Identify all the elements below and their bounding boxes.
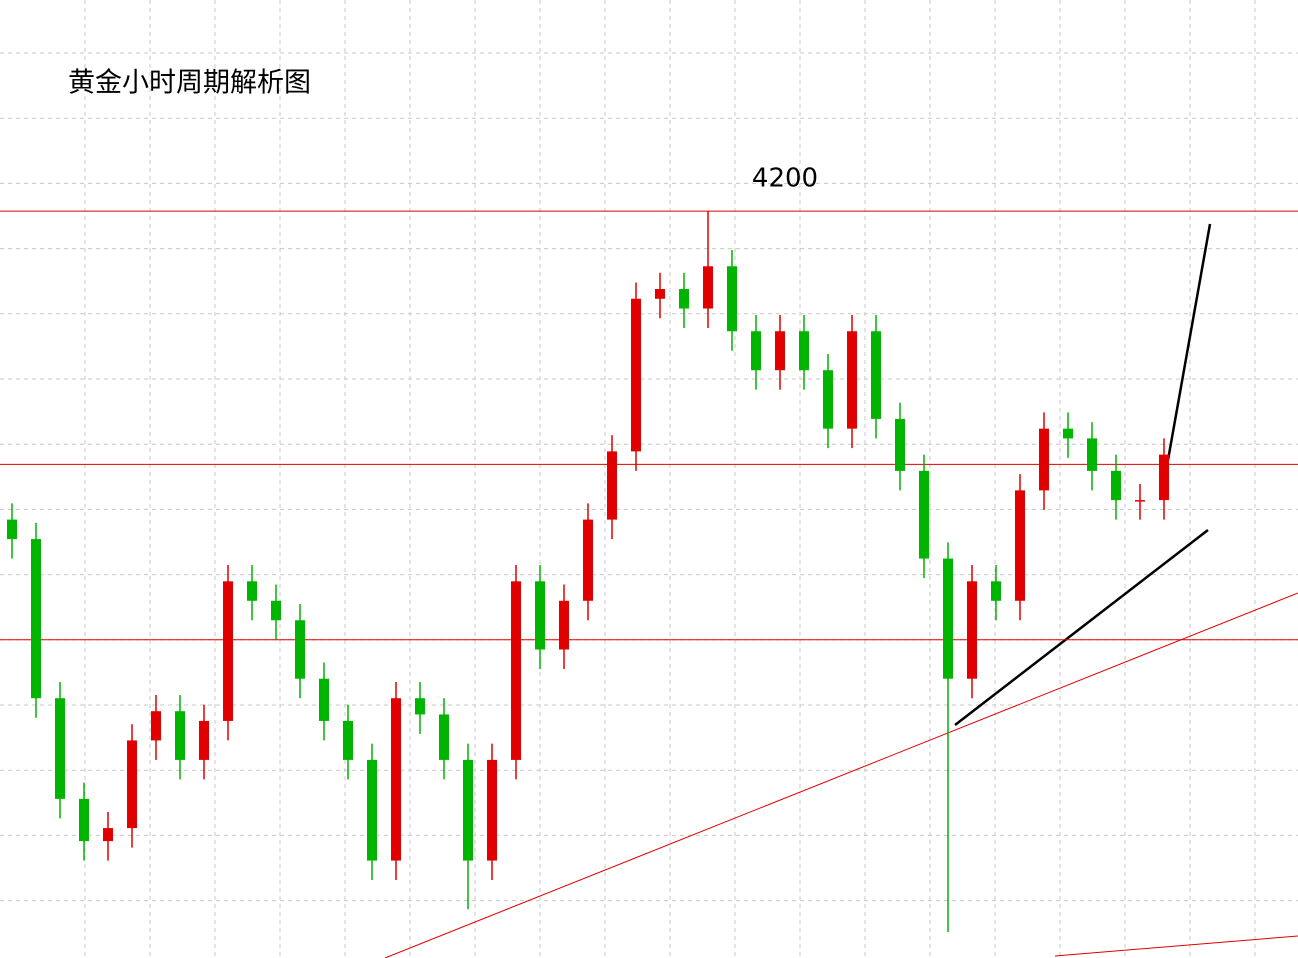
candle-body [391, 698, 401, 861]
candle-body [727, 266, 737, 332]
candle-body [463, 759, 473, 861]
candle-body [583, 519, 593, 601]
candle-body [31, 539, 41, 699]
candle-body [559, 600, 569, 650]
candle-body [871, 331, 881, 419]
candle-body [175, 711, 185, 760]
candle-body [7, 519, 17, 540]
candle-body [223, 581, 233, 721]
candle-body [247, 581, 257, 601]
candle-body [415, 698, 425, 715]
candle-body [79, 798, 89, 842]
candle-body [535, 581, 545, 650]
candle-body [1087, 438, 1097, 471]
candle-body [655, 289, 665, 299]
candle-body [1111, 470, 1121, 501]
candle-body [631, 298, 641, 452]
trend-line [1166, 223, 1212, 461]
candle-body [295, 620, 305, 679]
candle-body [487, 759, 497, 861]
candle-body [367, 759, 377, 861]
candle-body [775, 331, 785, 371]
candle-body [511, 581, 521, 760]
candle-body [199, 720, 209, 760]
candle-body [607, 451, 617, 520]
candle-body [1159, 454, 1169, 501]
candle-body [319, 678, 329, 721]
candle-body [943, 558, 953, 679]
candle-body [439, 714, 449, 760]
candle-body [271, 600, 281, 621]
candle-body [967, 581, 977, 679]
candle-body [1015, 490, 1025, 601]
candle-body [823, 370, 833, 429]
candle-body [895, 418, 905, 471]
candle-body [127, 740, 137, 829]
candle-body [103, 828, 113, 842]
chart-title: 黄金小时周期解析图 [68, 68, 311, 99]
candle-body [703, 266, 713, 309]
candle-body [343, 720, 353, 760]
candle-body [55, 698, 65, 799]
support-line [384, 592, 1298, 958]
candle-body [151, 711, 161, 741]
candle-body [1135, 500, 1145, 502]
candle-body [1039, 428, 1049, 491]
candle-body [847, 331, 857, 429]
candle-body [751, 331, 761, 371]
candle-body [799, 331, 809, 371]
candle-body [1063, 428, 1073, 439]
candle-body [679, 289, 689, 309]
candle-body [991, 581, 1001, 601]
level-label: 4200 [752, 164, 818, 194]
trend-line [954, 529, 1209, 726]
support-line [1054, 935, 1298, 957]
candle-body [919, 470, 929, 559]
